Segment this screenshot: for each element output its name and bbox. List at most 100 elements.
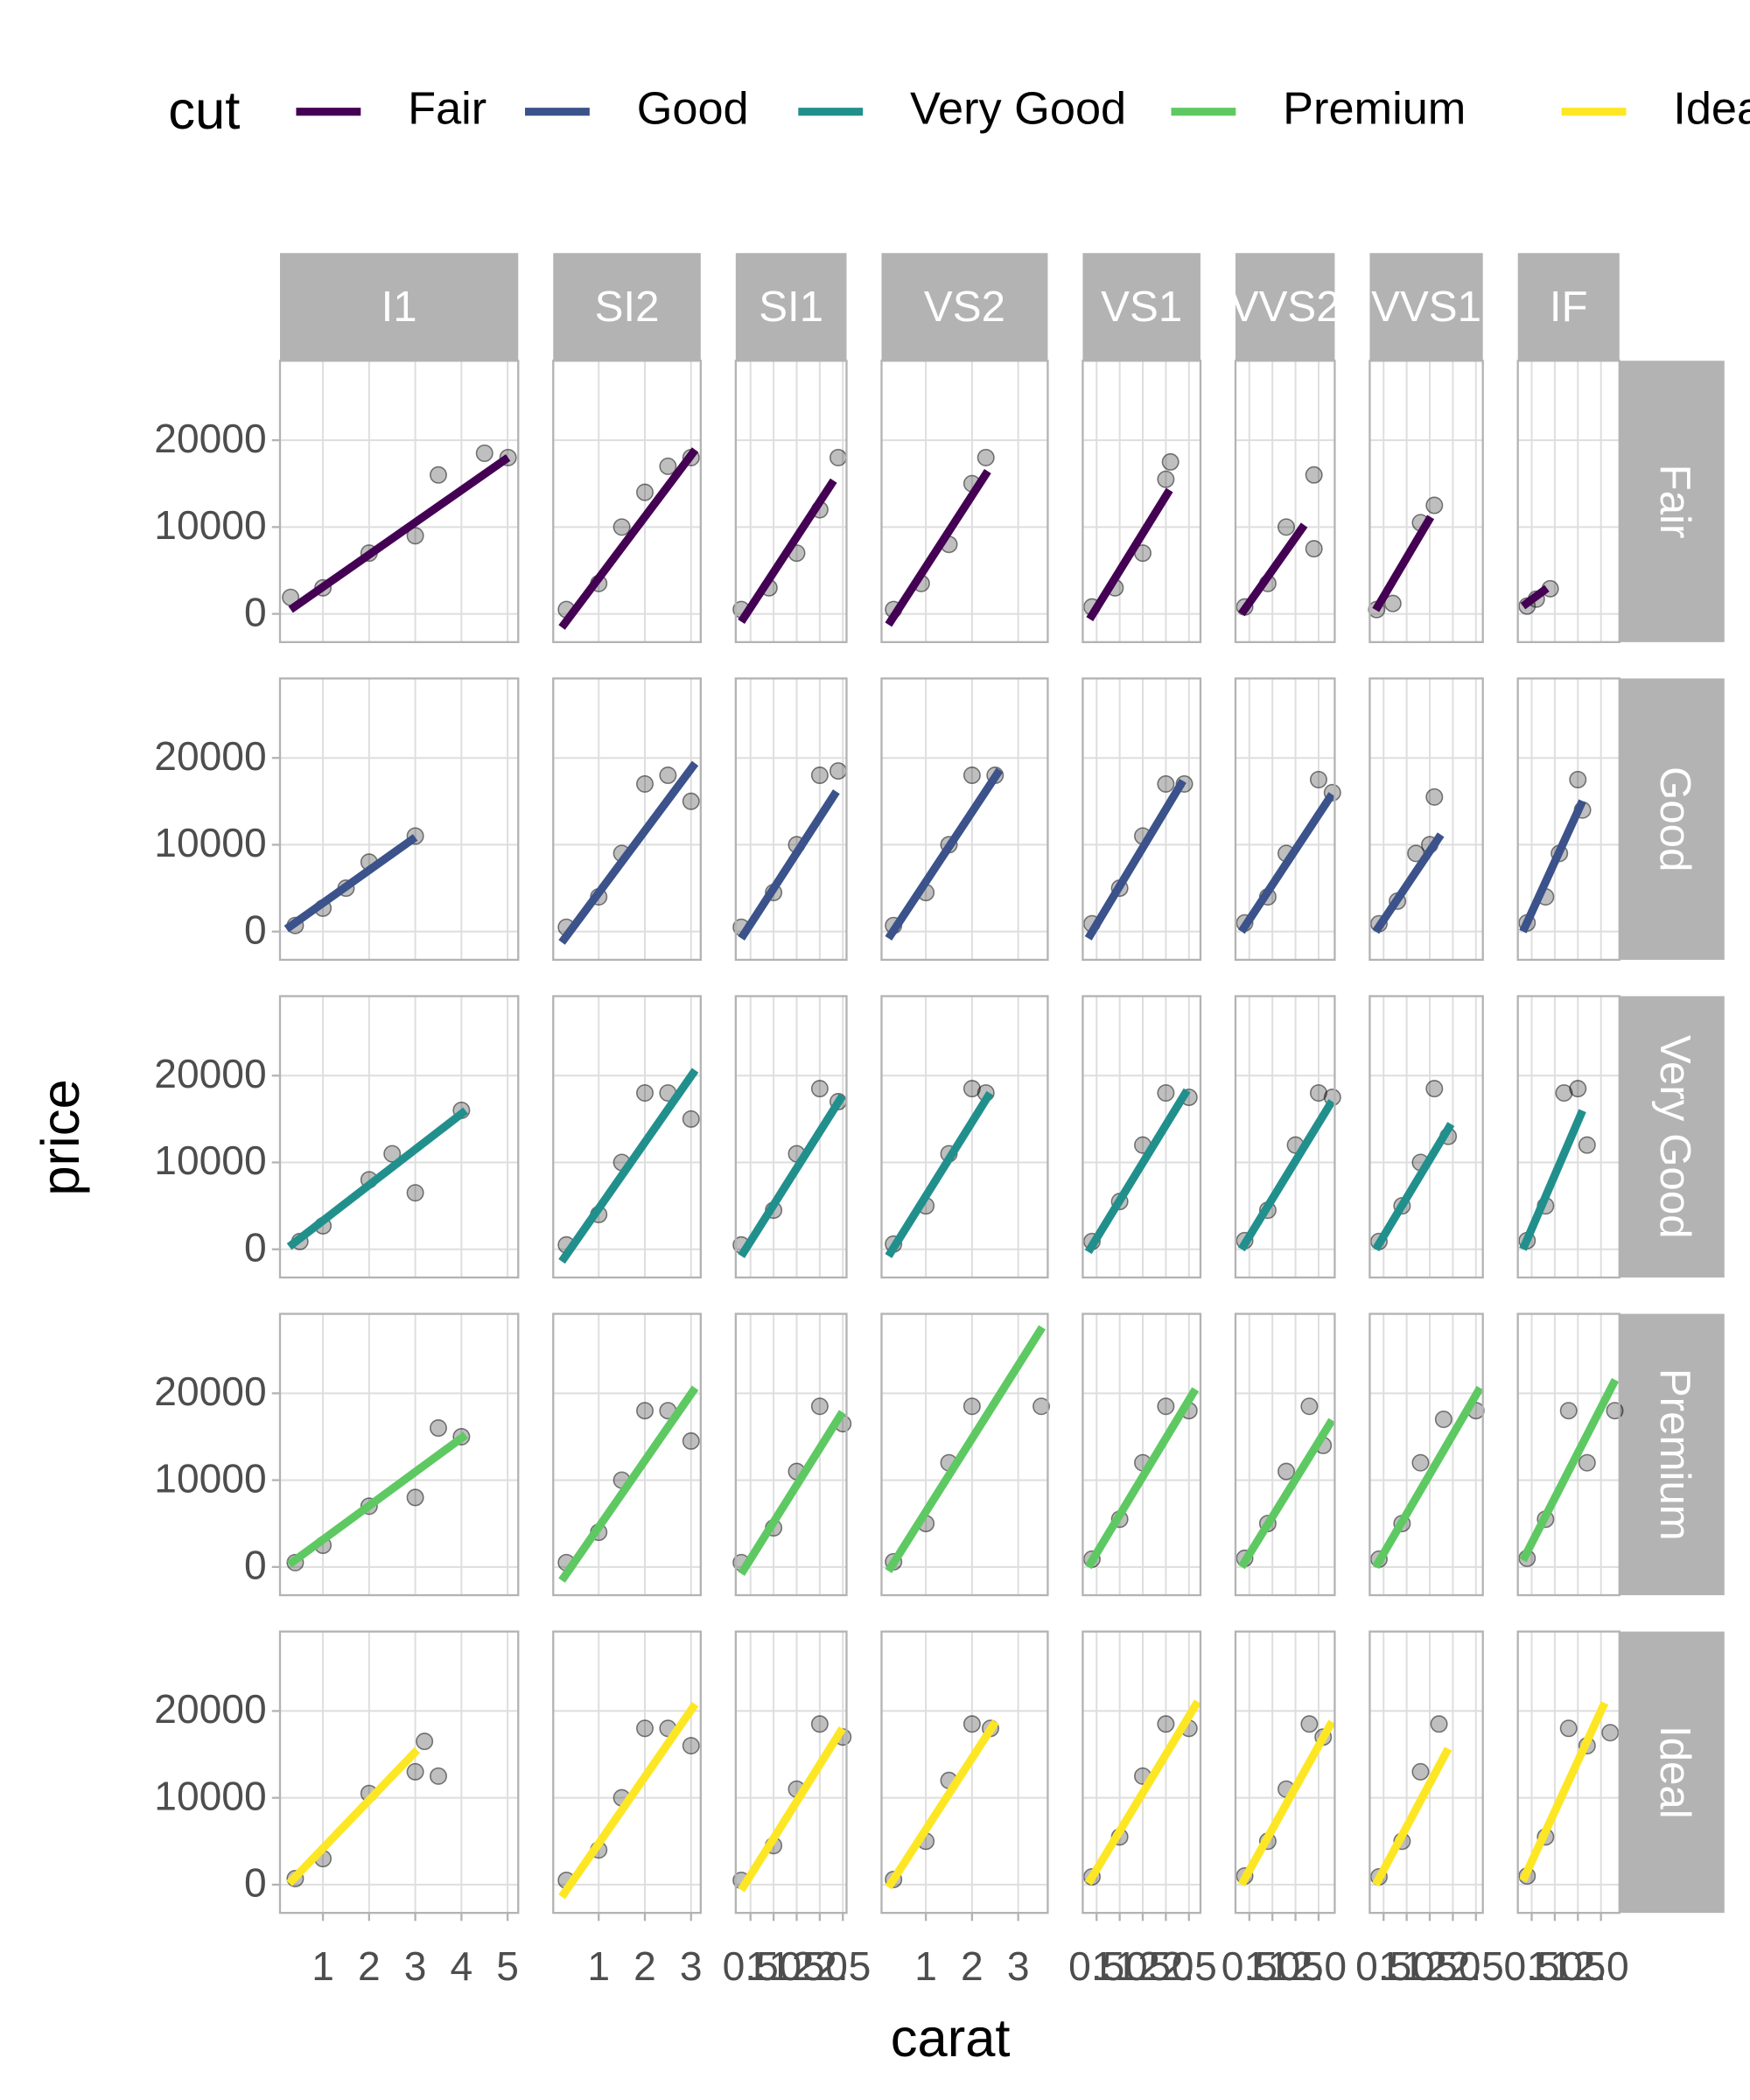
column-strip-label: IF: [1550, 283, 1588, 331]
x-tick-label: 2: [358, 1943, 381, 1989]
panel: [732, 996, 847, 1278]
panel-border: [552, 1630, 702, 1914]
data-point: [1309, 770, 1327, 788]
data-point: [962, 1715, 981, 1733]
y-tick-label: 20000: [154, 1686, 266, 1732]
data-point: [962, 766, 981, 785]
panel-border: [1368, 1312, 1484, 1597]
fit-line: [1084, 779, 1186, 941]
column-strip-label: SI1: [759, 283, 823, 331]
panel-border: [734, 995, 848, 1279]
panel-border: [552, 995, 702, 1279]
panel: [1517, 1313, 1624, 1596]
data-point: [635, 483, 654, 501]
y-tick-label: 20000: [154, 416, 266, 461]
data-point: [612, 518, 631, 536]
x-tick-label: 3: [680, 1943, 703, 1989]
x-tick-label: 1.0: [1379, 1943, 1435, 1989]
panel: [732, 1313, 852, 1596]
panel-border: [278, 995, 520, 1279]
fit-line: [1237, 1719, 1336, 1887]
data-point: [635, 774, 654, 793]
fit-line: [1372, 1122, 1455, 1252]
panel-background: [1517, 1313, 1620, 1596]
row-strip-label: Fair: [1651, 465, 1699, 539]
fit-line: [558, 1068, 699, 1264]
panel: [280, 996, 519, 1278]
panel-background: [280, 678, 519, 960]
panel-border: [734, 360, 848, 643]
fit-line: [1238, 522, 1308, 617]
data-point: [1309, 1084, 1327, 1102]
panel: [1517, 1631, 1620, 1914]
panel: [732, 1631, 852, 1914]
x-tick-label: 2.0: [1138, 1943, 1194, 1989]
legend-label: Good: [637, 84, 749, 135]
data-point: [1434, 1410, 1452, 1429]
panel: [280, 360, 519, 642]
panel-border: [1082, 995, 1202, 1279]
fit-line: [286, 1107, 468, 1250]
column-strip-label: VVS1: [1371, 283, 1481, 331]
y-tick-label: 20000: [154, 1051, 266, 1096]
column-strip: [1369, 253, 1483, 361]
fit-line: [286, 1746, 421, 1886]
fit-line: [1237, 1418, 1336, 1570]
data-point: [1305, 540, 1323, 558]
row-strip: [1619, 1631, 1725, 1914]
fit-line: [885, 1090, 994, 1258]
data-point: [976, 448, 995, 466]
data-point: [429, 466, 447, 484]
x-tick-label: 0.5: [723, 1943, 779, 1989]
fit-line: [1519, 1377, 1620, 1563]
panel-border: [1082, 1312, 1202, 1597]
x-tick-label: 1: [312, 1943, 334, 1989]
y-tick-label: 20000: [154, 733, 266, 779]
panel-border: [880, 1312, 1049, 1597]
column-strip: [1082, 253, 1200, 361]
panel-border: [1516, 1630, 1620, 1914]
data-point: [1555, 1084, 1573, 1102]
x-tick-label: 1.5: [1550, 1943, 1606, 1989]
panel-border: [552, 677, 702, 962]
panel-border: [278, 1312, 520, 1597]
panel-border: [1082, 677, 1202, 962]
panel-border: [552, 360, 702, 643]
fit-line: [885, 1325, 1046, 1573]
panel: [553, 678, 701, 960]
panel: [1369, 996, 1483, 1278]
data-point: [682, 1432, 700, 1450]
x-tick-label: 0.5: [1222, 1943, 1278, 1989]
x-tick-label: 4: [451, 1943, 473, 1989]
legend-label: Ideal: [1673, 84, 1750, 135]
data-point: [1157, 470, 1175, 488]
fit-line: [738, 1410, 846, 1576]
data-point: [1430, 1715, 1448, 1733]
data-point: [429, 1419, 447, 1438]
x-tick-label: 2.5: [1161, 1943, 1217, 1989]
data-point: [810, 1080, 829, 1098]
x-tick-label: 1: [914, 1943, 937, 1989]
panel: [280, 678, 519, 960]
panel-border: [278, 677, 520, 962]
data-point: [1300, 1715, 1319, 1733]
data-point: [682, 1737, 700, 1755]
y-tick-label: 0: [244, 906, 267, 952]
panel-border: [1516, 995, 1620, 1279]
y-tick-label: 10000: [154, 1138, 266, 1183]
x-tick-label: 1.0: [1244, 1943, 1300, 1989]
panel: [1082, 1631, 1201, 1914]
panel: [881, 1631, 1048, 1914]
panel: [1082, 996, 1200, 1278]
x-tick-label: 2: [634, 1943, 656, 1989]
data-point: [1300, 1397, 1319, 1416]
panel-border: [552, 1312, 702, 1597]
panel: [1235, 996, 1341, 1278]
data-point: [1157, 1084, 1175, 1102]
panel: [1082, 1313, 1200, 1596]
data-point: [1578, 1136, 1596, 1154]
panel-background: [553, 1313, 701, 1596]
data-point: [810, 1397, 829, 1416]
y-tick-label: 20000: [154, 1368, 266, 1414]
